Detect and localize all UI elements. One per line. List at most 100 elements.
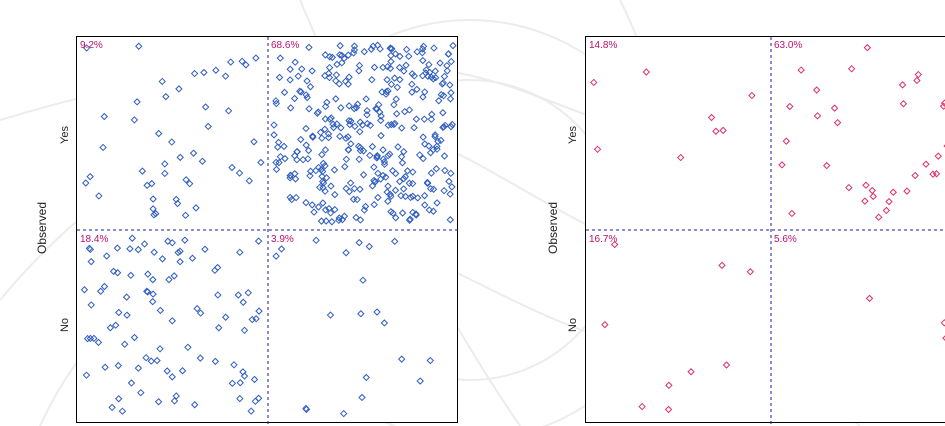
data-point-top-right: [396, 52, 404, 61]
data-point-top-right: [441, 166, 449, 175]
data-point-top-right: [788, 209, 796, 218]
quadrant-percent-top-left: 9.2%: [80, 40, 103, 51]
data-point-top-right: [335, 214, 343, 222]
data-point-top-right: [423, 178, 432, 187]
data-point-bottom-left: [86, 245, 95, 254]
data-point-top-right: [393, 83, 402, 92]
data-point-top-right: [302, 124, 310, 133]
data-point-top-right: [345, 187, 353, 196]
data-point-top-right: [356, 118, 364, 126]
data-point-top-right: [304, 155, 312, 163]
data-point-top-right: [321, 146, 330, 154]
y-tick-label-yes-right: Yes: [567, 126, 579, 144]
chart-panel-right: 14.8% 63.0% 16.7% 5.6%: [585, 36, 945, 424]
data-point-bottom-left: [174, 248, 182, 257]
data-point-top-right: [389, 209, 397, 217]
data-point-top-right: [337, 124, 345, 132]
data-point-top-right: [882, 206, 891, 215]
data-point-top-right: [338, 51, 346, 60]
data-point-top-right: [374, 193, 382, 202]
data-point-top-right: [431, 67, 440, 75]
data-point-top-right: [420, 191, 429, 200]
data-point-top-left: [192, 204, 200, 212]
data-point-top-right: [291, 58, 299, 66]
data-point-top-right: [448, 120, 456, 129]
data-point-top-right: [390, 74, 399, 82]
data-point-top-right: [332, 95, 340, 103]
data-point-top-left: [173, 199, 182, 208]
data-point-bottom-left: [127, 271, 135, 280]
data-point-top-right: [444, 50, 453, 58]
data-point-top-right: [376, 45, 384, 53]
data-point-top-right: [293, 148, 301, 156]
data-point-top-right: [305, 43, 313, 52]
data-point-top-left: [201, 103, 210, 111]
data-point-top-right: [318, 134, 326, 142]
data-point-top-right: [440, 72, 449, 81]
data-point-top-left: [590, 78, 598, 87]
data-point-top-right: [276, 152, 285, 161]
data-point-bottom-left: [184, 343, 192, 352]
data-point-top-right: [868, 186, 876, 195]
data-point-bottom-left: [134, 364, 143, 372]
data-point-top-right: [384, 151, 392, 160]
data-point-top-right: [366, 151, 374, 160]
data-point-top-right: [419, 42, 428, 50]
data-point-top-right: [362, 95, 370, 103]
data-point-top-right: [367, 45, 375, 53]
data-point-top-right: [371, 177, 380, 186]
data-point-bottom-left: [154, 398, 163, 406]
data-point-bottom-left: [115, 308, 123, 317]
data-point-bottom-left: [94, 338, 103, 347]
data-point-top-left: [151, 209, 160, 218]
data-point-bottom-left: [127, 379, 136, 387]
data-point-top-right: [299, 155, 307, 164]
data-point-bottom-left: [722, 361, 731, 369]
data-point-bottom-left: [108, 403, 116, 412]
data-point-top-right: [387, 80, 396, 89]
data-point-top-right: [308, 132, 317, 140]
data-point-bottom-left: [601, 320, 609, 329]
data-point-top-right: [293, 156, 301, 164]
quadrant-percent-bottom-left: 16.7%: [589, 234, 617, 245]
data-point-bottom-left: [248, 315, 256, 324]
data-point-bottom-left: [83, 334, 92, 343]
data-point-bottom-left: [100, 282, 109, 291]
data-point-top-left: [135, 42, 143, 50]
data-point-top-right: [410, 72, 418, 80]
data-point-top-right: [290, 94, 299, 103]
data-point-bottom-left: [221, 313, 230, 321]
data-point-top-right: [425, 206, 433, 214]
data-point-bottom-right: [362, 373, 370, 382]
data-point-top-right: [833, 118, 842, 127]
data-point-top-right: [328, 53, 337, 62]
data-point-top-left: [168, 138, 176, 146]
data-point-bottom-left: [170, 272, 178, 280]
data-point-top-right: [386, 64, 395, 73]
data-point-top-right: [392, 110, 401, 118]
data-point-top-right: [425, 68, 434, 77]
data-point-top-right: [322, 217, 330, 225]
data-point-top-right: [342, 155, 351, 164]
data-point-bottom-left: [165, 275, 173, 284]
data-point-top-right: [447, 89, 455, 97]
data-point-top-right: [303, 77, 311, 85]
data-point-top-right: [346, 120, 354, 129]
data-point-top-right: [439, 91, 448, 100]
quadrant-percent-top-right: 68.6%: [271, 40, 299, 51]
data-point-top-left: [149, 195, 157, 203]
data-point-bottom-left: [80, 286, 89, 294]
data-point-top-right: [321, 51, 330, 59]
data-point-bottom-left: [123, 311, 131, 319]
data-point-top-right: [336, 51, 344, 59]
data-point-top-right: [425, 60, 433, 69]
data-point-top-left: [176, 153, 184, 162]
data-point-bottom-left: [196, 354, 205, 362]
y-tick-label-no-left: No: [59, 317, 71, 333]
data-point-top-right: [379, 63, 387, 72]
data-point-top-right: [270, 121, 278, 129]
data-point-top-right: [874, 213, 883, 221]
data-point-top-right: [911, 171, 919, 180]
data-point-top-right: [386, 190, 394, 199]
data-point-bottom-left: [178, 367, 187, 375]
